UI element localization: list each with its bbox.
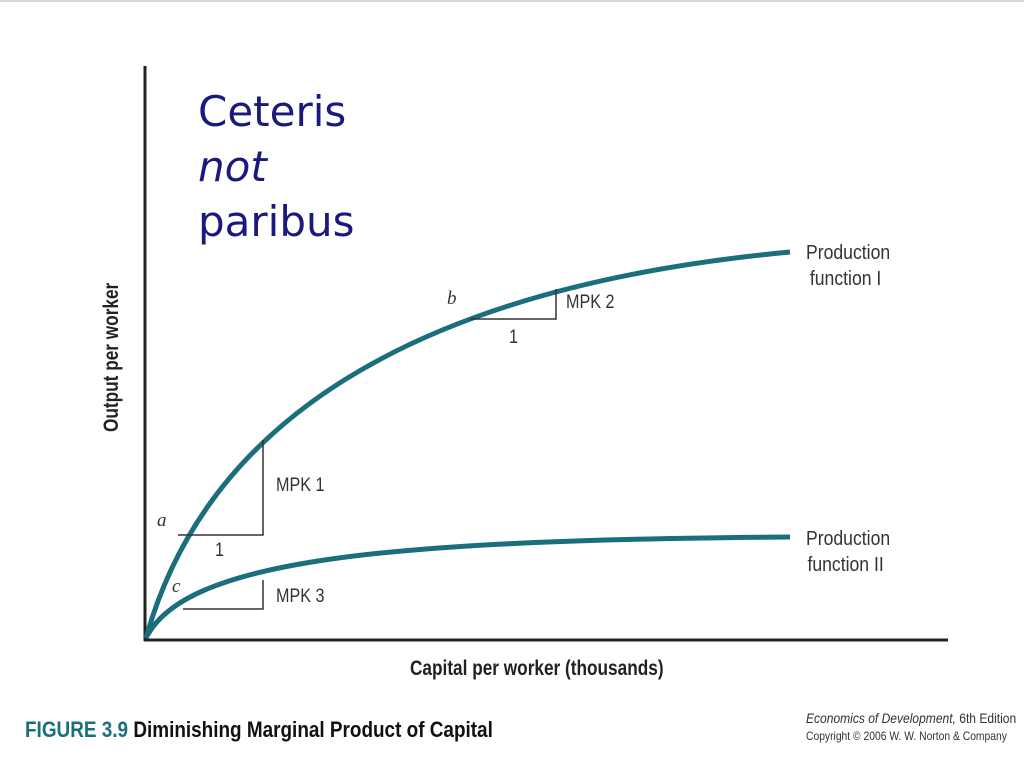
top-rule <box>0 0 1024 2</box>
legend-label-line2: function I <box>809 268 882 290</box>
figure-caption: FIGURE 3.9 Diminishing Marginal Product … <box>25 717 493 743</box>
title-line-paribus: paribus <box>198 197 355 246</box>
figure-number: 3.9 <box>101 717 129 742</box>
mpk2-triangle <box>470 289 557 320</box>
title-line-not: not <box>198 142 267 191</box>
copyright-text: Copyright © 2006 W. W. Norton & Company <box>806 729 1007 743</box>
series-line-production-function-2 <box>143 534 791 640</box>
annotation-run-2: 1 <box>509 327 518 348</box>
slide-title: Ceteris not paribus <box>198 84 355 249</box>
annotation-mpk2: MPK 2 <box>566 292 615 313</box>
book-edition: 6th Edition <box>959 710 1017 726</box>
annotation-mpk3: MPK 3 <box>276 586 325 607</box>
x-axis-label: Capital per worker (thousands) <box>410 657 664 680</box>
book-credit: Economics of Development, 6th Edition <box>806 710 1016 726</box>
legend-label-line1: Production <box>806 242 891 264</box>
annotation-mpk1: MPK 1 <box>276 475 325 496</box>
book-title: Economics of Development, <box>806 710 956 726</box>
y-axis-label: Output per worker <box>100 282 123 432</box>
legend-production-function-2: Production function II <box>806 526 912 578</box>
mpk3-triangle <box>183 580 264 610</box>
figure-title: Diminishing Marginal Product of Capital <box>133 717 493 742</box>
mpk1-triangle <box>178 440 264 536</box>
series-line-production-function-1 <box>143 249 791 639</box>
point-label-c: c <box>172 576 181 597</box>
legend-label-line2: function II <box>807 554 884 576</box>
legend-label-line1: Production <box>806 528 891 550</box>
legend-production-function-1: Production function I <box>806 240 912 292</box>
annotation-run-1: 1 <box>215 540 224 561</box>
title-line-ceteris: Ceteris <box>198 87 347 136</box>
point-label-b: b <box>447 288 457 309</box>
point-label-a: a <box>157 510 167 531</box>
figure-label: FIGURE <box>25 717 97 742</box>
